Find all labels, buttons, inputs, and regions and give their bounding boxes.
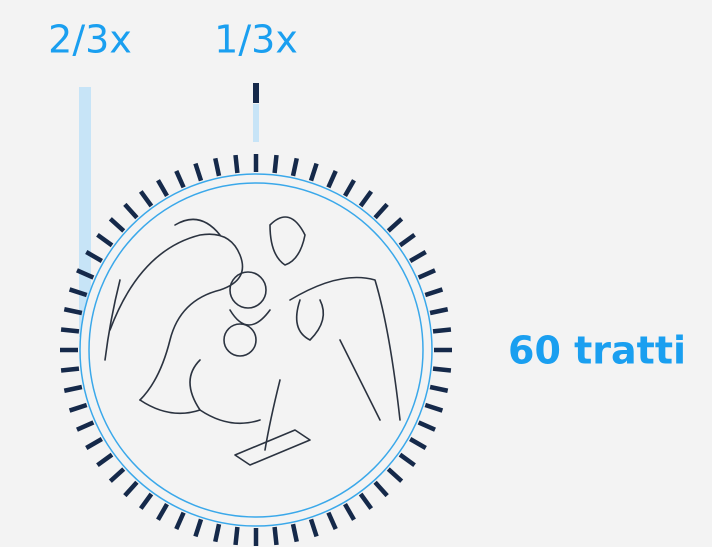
page: 2/3x 1/3x 60 tratti (() => { const data … [0,0,712,547]
two-thirds-label: 2/3x [48,18,132,62]
tick [236,527,238,545]
one-third-label: 1/3x [214,18,298,62]
tick [433,330,451,332]
tick [433,369,451,371]
sample-tick [253,83,259,103]
tick [275,155,277,173]
tick [275,527,277,545]
diagram: 2/3x 1/3x 60 tratti [0,0,712,547]
inner-circle [89,183,423,517]
one-third-bar [253,104,259,142]
tick [236,155,238,173]
tick [61,369,79,371]
tick [61,330,79,332]
ticks-label: 60 tratti [508,329,686,373]
